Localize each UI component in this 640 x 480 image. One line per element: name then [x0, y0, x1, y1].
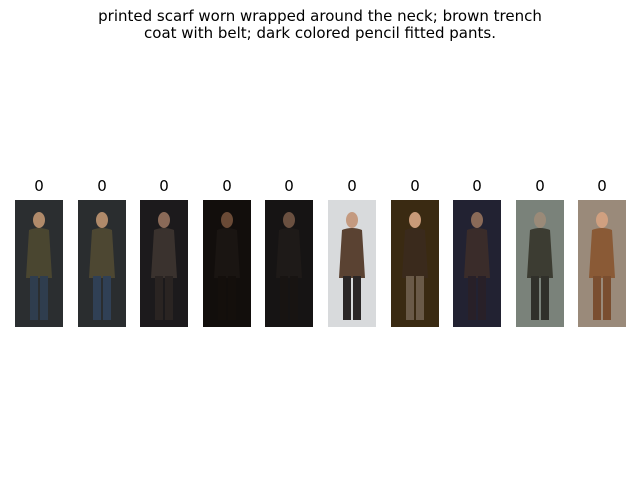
match-score: 0: [472, 177, 482, 195]
title-line-2: coat with belt; dark colored pencil fitt…: [144, 24, 496, 42]
gallery-item: 0: [78, 176, 126, 328]
title-line-1: printed scarf worn wrapped around the ne…: [98, 7, 542, 25]
person-thumbnail: [453, 200, 501, 327]
gallery-item: 0: [328, 176, 376, 328]
gallery-item: 0: [140, 176, 188, 328]
person-thumbnail: [140, 200, 188, 327]
person-thumbnail: [391, 200, 439, 327]
person-thumbnail: [203, 200, 251, 327]
match-score: 0: [222, 177, 232, 195]
match-score: 0: [97, 177, 107, 195]
person-thumbnail: [516, 200, 564, 327]
match-score: 0: [410, 177, 420, 195]
match-score: 0: [597, 177, 607, 195]
gallery-item: 0: [391, 176, 439, 328]
gallery-item: 0: [453, 176, 501, 328]
person-thumbnail: [15, 200, 63, 327]
match-score: 0: [34, 177, 44, 195]
person-thumbnail: [265, 200, 313, 327]
gallery-item: 0: [15, 176, 63, 328]
figure-title: printed scarf worn wrapped around the ne…: [0, 8, 640, 42]
image-gallery: 0 0 0 0 0 0 0 0 0 0: [0, 176, 640, 328]
gallery-item: 0: [516, 176, 564, 328]
match-score: 0: [284, 177, 294, 195]
gallery-item: 0: [265, 176, 313, 328]
person-thumbnail: [78, 200, 126, 327]
gallery-item: 0: [578, 176, 626, 328]
match-score: 0: [159, 177, 169, 195]
gallery-item: 0: [203, 176, 251, 328]
person-thumbnail: [578, 200, 626, 327]
person-thumbnail: [328, 200, 376, 327]
match-score: 0: [347, 177, 357, 195]
match-score: 0: [535, 177, 545, 195]
